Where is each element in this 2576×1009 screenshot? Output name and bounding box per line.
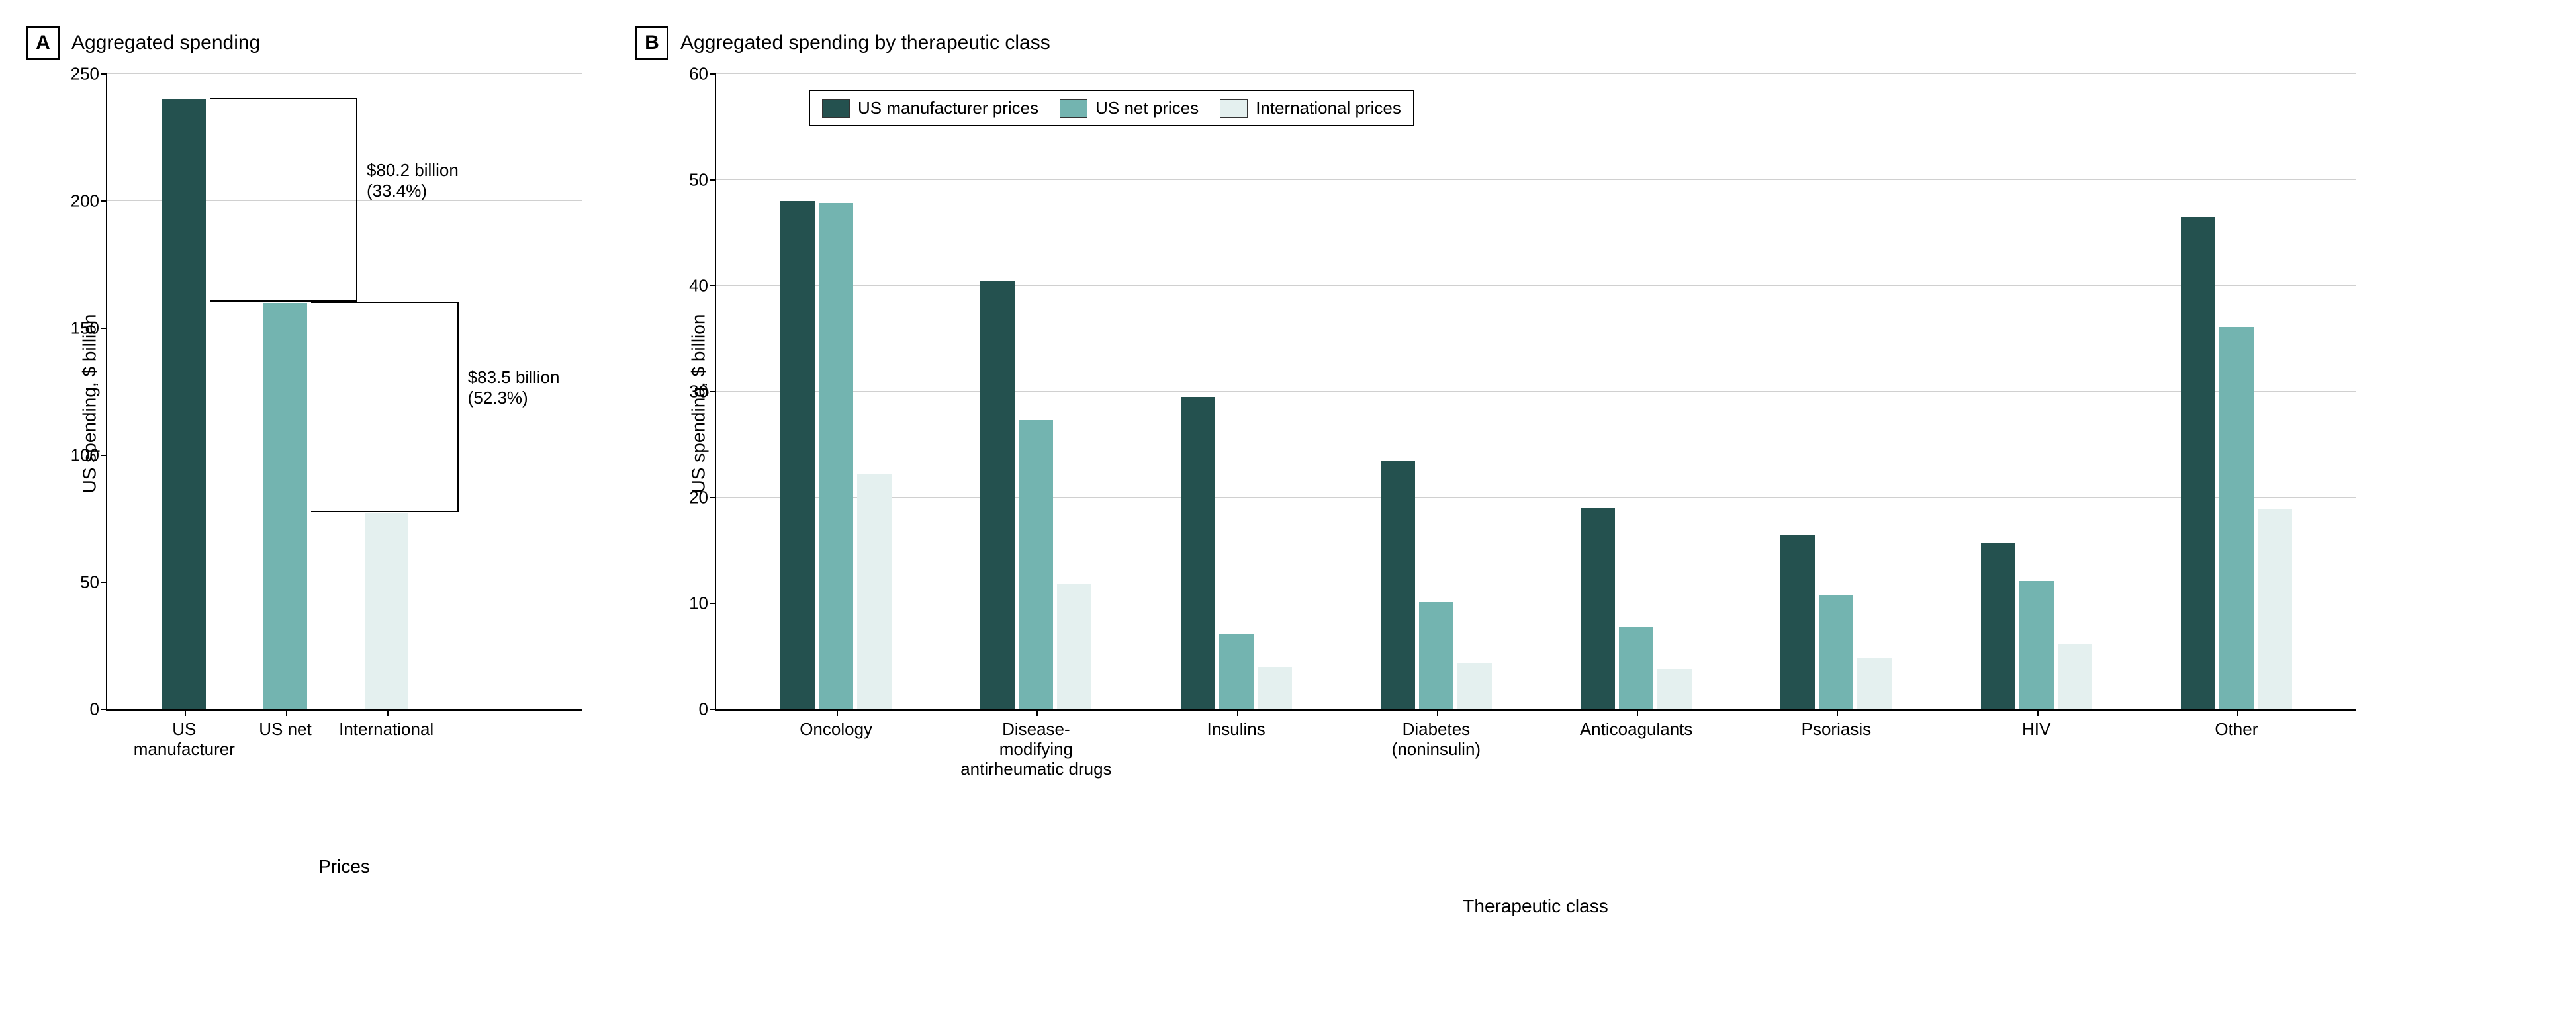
bar xyxy=(1657,669,1692,709)
bar xyxy=(1181,397,1215,709)
y-tick-label: 40 xyxy=(689,276,716,296)
bar xyxy=(1419,602,1453,709)
bar-group xyxy=(1736,75,1936,709)
y-tick-label: 100 xyxy=(71,445,107,466)
category-label: International xyxy=(327,720,446,740)
category-label: Anticoagulants xyxy=(1537,720,1735,740)
panel-b-chart: US spending, $ billion 0102030405060US m… xyxy=(635,75,2356,917)
bar xyxy=(2258,509,2292,709)
bar xyxy=(1619,627,1653,709)
legend-label: US manufacturer prices xyxy=(858,98,1038,118)
panel-a-plot: 050100150200250$80.2 billion(33.4%)$83.5… xyxy=(106,75,582,711)
bar xyxy=(1819,595,1853,709)
bracket xyxy=(210,98,357,301)
y-tick-label: 200 xyxy=(71,191,107,212)
panel-a-ylabel: US spending, $ billion xyxy=(79,314,100,494)
bar xyxy=(162,99,206,709)
gridline xyxy=(107,73,582,74)
bar xyxy=(1057,584,1091,709)
bar-group xyxy=(1536,75,1736,709)
panel-a-chart: US spending, $ billion 050100150200250$8… xyxy=(26,75,582,877)
panel-b-categories: OncologyDisease-modifyingantirheumatic d… xyxy=(715,711,2356,803)
panel-b-xlabel: Therapeutic class xyxy=(715,896,2356,917)
y-tick-label: 10 xyxy=(689,593,716,614)
bar xyxy=(2058,644,2092,709)
gridline xyxy=(716,73,2356,74)
y-tick-label: 60 xyxy=(689,64,716,85)
bar-group xyxy=(736,75,936,709)
category-label: Disease-modifyingantirheumatic drugs xyxy=(937,720,1135,779)
bar xyxy=(1457,663,1492,709)
panel-a: A Aggregated spending US spending, $ bil… xyxy=(26,26,582,877)
y-tick-label: 50 xyxy=(689,170,716,191)
panel-b-header: B Aggregated spending by therapeutic cla… xyxy=(635,26,2356,60)
bar xyxy=(365,513,408,709)
category-label: Psoriasis xyxy=(1737,720,1935,740)
bar xyxy=(1581,508,1615,709)
legend-label: International prices xyxy=(1256,98,1401,118)
bracket-label: $83.5 billion(52.3%) xyxy=(468,367,560,408)
legend-item: US manufacturer prices xyxy=(822,98,1038,118)
bar xyxy=(1219,634,1254,709)
bar xyxy=(2219,327,2254,709)
bar xyxy=(980,281,1015,709)
legend-swatch xyxy=(822,99,850,118)
panel-b-plot: 0102030405060US manufacturer pricesUS ne… xyxy=(715,75,2356,711)
y-tick-label: 0 xyxy=(90,699,107,720)
y-tick-label: 50 xyxy=(80,572,107,593)
bar-group xyxy=(2137,75,2336,709)
bar xyxy=(2181,217,2215,709)
bar xyxy=(780,201,815,709)
panel-b-ylabel: US spending, $ billion xyxy=(688,314,709,494)
bar xyxy=(1258,667,1292,709)
bar-group xyxy=(1336,75,1536,709)
bar xyxy=(1780,535,1815,709)
legend-item: US net prices xyxy=(1060,98,1199,118)
panel-b: B Aggregated spending by therapeutic cla… xyxy=(635,26,2356,917)
category-label: Diabetes(noninsulin) xyxy=(1337,720,1536,760)
bar xyxy=(1857,658,1892,709)
y-tick-label: 20 xyxy=(689,488,716,508)
category-label: Other xyxy=(2137,720,2336,740)
legend-item: International prices xyxy=(1220,98,1401,118)
panel-a-categories: USmanufacturerUS netInternational xyxy=(106,711,582,783)
bar xyxy=(1381,461,1415,709)
panel-a-letter: A xyxy=(26,26,60,60)
panel-b-title: Aggregated spending by therapeutic class xyxy=(680,32,1050,54)
category-label: HIV xyxy=(1937,720,2136,740)
y-tick-label: 250 xyxy=(71,64,107,85)
bar xyxy=(1019,420,1053,709)
bar-group xyxy=(936,75,1136,709)
bar xyxy=(1981,543,2015,709)
bar-group xyxy=(1937,75,2137,709)
legend-swatch xyxy=(1060,99,1087,118)
bar-group xyxy=(1136,75,1336,709)
legend-swatch xyxy=(1220,99,1248,118)
bar xyxy=(857,474,892,709)
bracket-label: $80.2 billion(33.4%) xyxy=(367,160,459,201)
bar xyxy=(263,303,307,709)
y-tick-label: 0 xyxy=(699,699,716,720)
bracket xyxy=(311,302,459,513)
category-label: Insulins xyxy=(1137,720,1336,740)
category-label: Oncology xyxy=(737,720,935,740)
y-tick-label: 150 xyxy=(71,318,107,339)
bar xyxy=(819,203,853,709)
bar xyxy=(2019,581,2054,709)
panel-a-xlabel: Prices xyxy=(106,856,582,877)
panel-b-letter: B xyxy=(635,26,668,60)
figure-wrap: A Aggregated spending US spending, $ bil… xyxy=(26,26,2550,917)
y-tick-label: 30 xyxy=(689,382,716,402)
legend-label: US net prices xyxy=(1095,98,1199,118)
legend: US manufacturer prices US net prices Inter… xyxy=(809,90,1414,126)
panel-a-header: A Aggregated spending xyxy=(26,26,582,60)
panel-a-title: Aggregated spending xyxy=(71,32,260,54)
